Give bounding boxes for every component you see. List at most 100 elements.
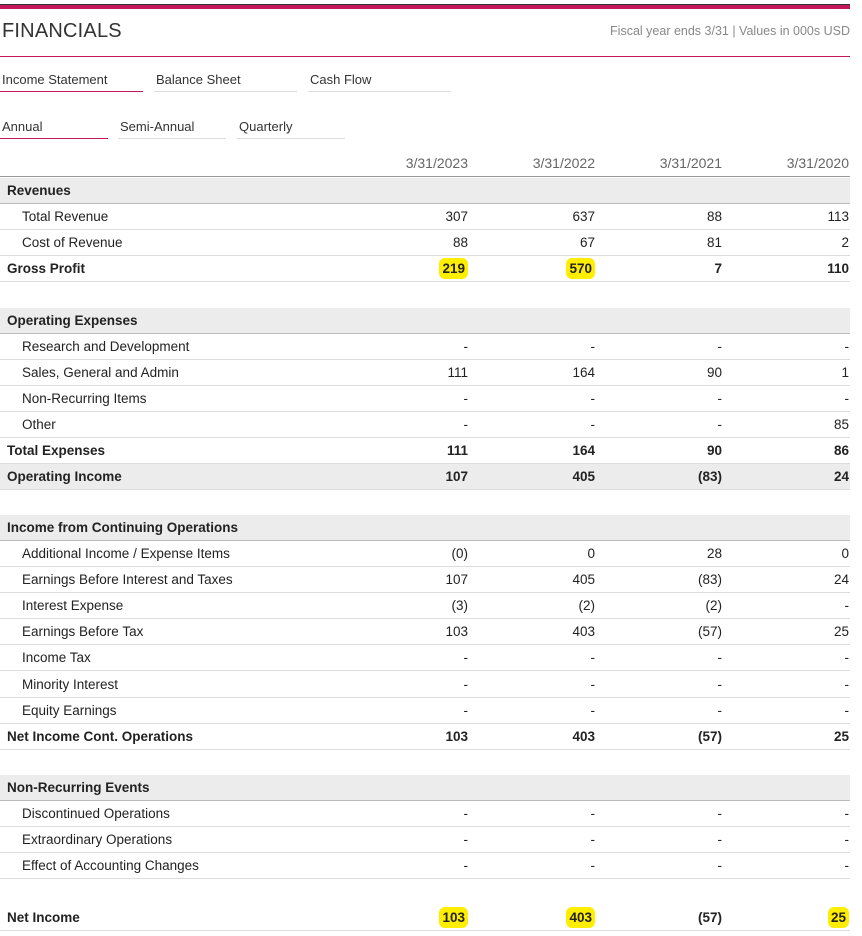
cell-value: 103 <box>445 624 468 639</box>
row-label: Minority Interest <box>22 677 119 692</box>
column-header-2020: 3/31/2020 <box>786 155 849 171</box>
value-cell: 86 <box>729 443 849 458</box>
cell-value: - <box>463 858 469 873</box>
cell-value: - <box>844 650 850 665</box>
row-label: Earnings Before Interest and Taxes <box>22 572 233 587</box>
table-row: Interest Expense (3) (2) (2) - <box>0 593 850 619</box>
value-cell: 1 <box>729 365 849 380</box>
cell-value: - <box>717 677 723 692</box>
row-label: Gross Profit <box>7 261 86 276</box>
value-cell: - <box>348 832 469 847</box>
row-label: Additional Income / Expense Items <box>22 546 230 561</box>
value-cell: - <box>729 650 850 665</box>
page-title: FINANCIALS <box>2 20 122 42</box>
cell-value: 1 <box>841 365 849 380</box>
row-label: Extraordinary Operations <box>22 832 173 847</box>
cell-value: 88 <box>452 235 468 250</box>
cell-value: 86 <box>833 443 849 458</box>
row-label: Other <box>22 417 56 432</box>
tab-income-statement[interactable]: Income Statement <box>0 72 143 92</box>
cell-value: - <box>463 339 469 354</box>
value-cell: 0 <box>475 546 595 561</box>
tab-cash-flow[interactable]: Cash Flow <box>308 72 451 92</box>
section-header: Non-Recurring Events <box>0 775 850 801</box>
cell-value: - <box>844 832 850 847</box>
table-row: Total Revenue 307 637 88 113 <box>0 204 850 230</box>
value-cell: - <box>729 391 850 406</box>
cell-value: 111 <box>447 365 468 380</box>
table-row: Operating Income 107 405 (83) 24 <box>0 464 850 490</box>
value-cell: 113 <box>729 209 849 224</box>
value-cell: 219 <box>348 258 468 279</box>
value-cell: 164 <box>475 365 595 380</box>
value-cell: 403 <box>475 624 595 639</box>
cell-value: 307 <box>445 209 468 224</box>
value-cell: (57) <box>602 729 722 744</box>
value-cell: 7 <box>602 261 722 276</box>
cell-value: 81 <box>706 235 722 250</box>
row-label: Non-Recurring Events <box>7 780 150 795</box>
value-cell: 24 <box>729 572 849 587</box>
table-row: Net Income 103 403 (57) 25 <box>0 905 850 931</box>
cell-value: 405 <box>572 572 595 587</box>
cell-value: - <box>463 806 469 821</box>
cell-value: (2) <box>578 598 596 613</box>
value-cell: - <box>348 858 469 873</box>
cell-value: - <box>717 391 723 406</box>
cell-value: 570 <box>566 258 595 279</box>
cell-value: - <box>717 339 723 354</box>
value-cell: - <box>729 677 850 692</box>
cell-value: - <box>844 858 850 873</box>
table-row: Net Income Cont. Operations 103 403 (57) 25 <box>0 724 850 750</box>
table-row: Non-Recurring Items - - - - <box>0 386 850 412</box>
row-label: Equity Earnings <box>22 703 117 718</box>
value-cell: 88 <box>348 235 468 250</box>
cell-value: 67 <box>579 235 595 250</box>
cell-value: (57) <box>697 729 722 744</box>
table-row: Other - - - 85 <box>0 412 850 438</box>
table-row: Earnings Before Tax 103 403 (57) 25 <box>0 619 850 645</box>
value-cell: - <box>348 391 469 406</box>
cell-value: (0) <box>451 546 469 561</box>
cell-value: - <box>844 806 850 821</box>
row-label: Income from Continuing Operations <box>7 520 239 535</box>
cell-value: 164 <box>572 443 595 458</box>
table-row: Extraordinary Operations - - - - <box>0 827 850 853</box>
table-row: Equity Earnings - - - - <box>0 698 850 724</box>
value-cell: - <box>729 806 850 821</box>
cell-value: 103 <box>445 729 468 744</box>
cell-value: - <box>463 677 469 692</box>
value-cell: 103 <box>348 624 468 639</box>
value-cell: - <box>348 677 469 692</box>
cell-value: - <box>717 806 723 821</box>
value-cell: - <box>729 832 850 847</box>
tab-quarterly[interactable]: Quarterly <box>237 119 345 139</box>
fiscal-note: Fiscal year ends 3/31 | Values in 000s U… <box>610 24 850 38</box>
table-row: Total Expenses 111 164 90 86 <box>0 438 850 464</box>
value-cell: 405 <box>475 572 595 587</box>
row-label: Operating Income <box>7 469 122 484</box>
value-cell: - <box>602 391 723 406</box>
cell-value: 25 <box>833 729 849 744</box>
cell-value: (83) <box>697 572 722 587</box>
table-row: Effect of Accounting Changes - - - - <box>0 853 850 879</box>
cell-value: - <box>844 391 850 406</box>
value-cell: - <box>348 703 469 718</box>
value-cell: (57) <box>602 624 722 639</box>
table-row: Gross Profit 219 570 7 110 <box>0 256 850 282</box>
value-cell: - <box>348 650 469 665</box>
value-cell: - <box>475 677 596 692</box>
value-cell: (83) <box>602 469 722 484</box>
tab-balance-sheet[interactable]: Balance Sheet <box>154 72 297 92</box>
cell-value: 88 <box>706 209 722 224</box>
tab-semi-annual[interactable]: Semi-Annual <box>118 119 226 139</box>
value-cell: 67 <box>475 235 595 250</box>
value-cell: - <box>475 858 596 873</box>
value-cell: - <box>729 598 850 613</box>
value-cell: - <box>602 650 723 665</box>
cell-value: 24 <box>833 469 849 484</box>
row-label: Interest Expense <box>22 598 124 613</box>
tab-annual[interactable]: Annual <box>0 119 108 139</box>
value-cell: - <box>602 339 723 354</box>
value-cell: (0) <box>348 546 469 561</box>
